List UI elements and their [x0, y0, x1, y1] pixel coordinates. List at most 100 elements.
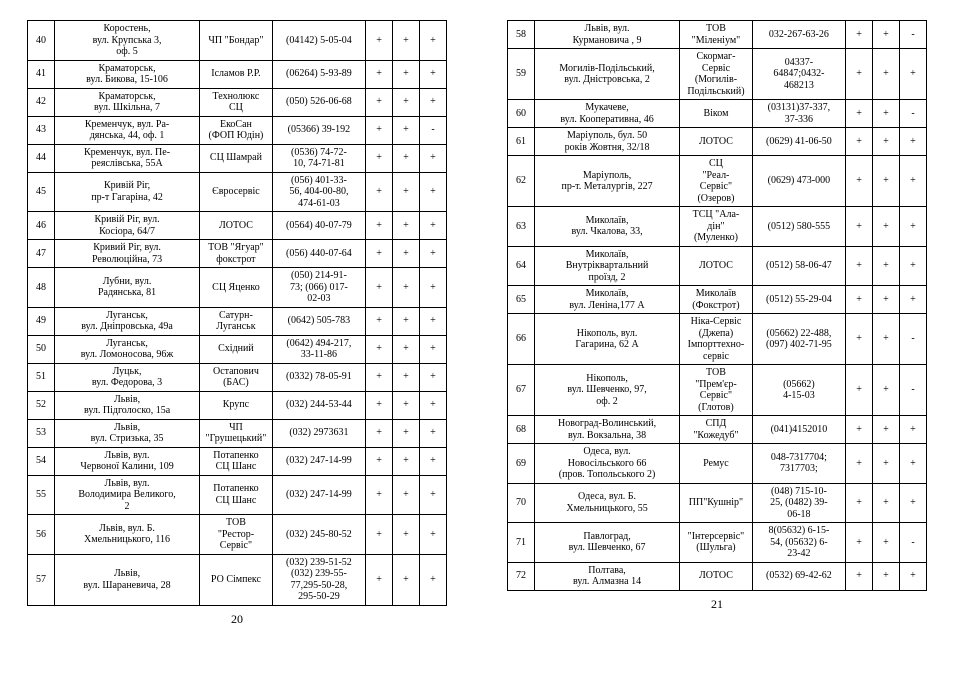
cell-mark: + [393, 116, 420, 144]
cell-phone: (06264) 5-93-89 [272, 60, 365, 88]
cell-mark: + [873, 21, 900, 49]
cell-phone: (032) 245-80-52 [272, 515, 365, 555]
cell-mark: + [393, 554, 420, 605]
cell-mark: + [899, 444, 926, 484]
cell-firm: ЛОТОС [680, 128, 753, 156]
cell-mark: + [873, 156, 900, 207]
cell-mark: + [393, 268, 420, 308]
cell-mark: + [419, 475, 446, 515]
cell-mark: + [846, 562, 873, 590]
cell-phone: (032) 2973631 [272, 419, 365, 447]
cell-mark: + [899, 49, 926, 100]
table-row: 56Львів, вул. Б.Хмельницького, 116ТОВ"Ре… [28, 515, 447, 555]
cell-firm: Східний [200, 335, 273, 363]
cell-firm: ЛОТОС [680, 562, 753, 590]
table-row: 63Миколаїв,вул. Чкалова, 33,ТСЦ "Ала-дін… [508, 207, 927, 247]
cell-mark: + [873, 49, 900, 100]
cell-firm: ТОВ"Прем'єр-Сервіс"(Глотов) [680, 365, 753, 416]
cell-num: 58 [508, 21, 535, 49]
cell-mark: + [873, 444, 900, 484]
cell-mark: + [846, 100, 873, 128]
cell-address: Львів,вул. Підголоско, 15а [54, 391, 199, 419]
cell-mark: + [419, 363, 446, 391]
cell-mark: + [393, 419, 420, 447]
cell-address: Львів,вул. Стризька, 35 [54, 419, 199, 447]
cell-phone: 032-267-63-26 [752, 21, 845, 49]
cell-phone: (0629) 41-06-50 [752, 128, 845, 156]
cell-num: 65 [508, 286, 535, 314]
cell-mark: + [366, 116, 393, 144]
cell-firm: ПП"Кушнір" [680, 483, 753, 523]
cell-mark: + [419, 268, 446, 308]
cell-mark: + [419, 391, 446, 419]
cell-mark: + [366, 419, 393, 447]
cell-mark: + [873, 416, 900, 444]
cell-phone: (056) 440-07-64 [272, 240, 365, 268]
cell-phone: (032) 244-53-44 [272, 391, 365, 419]
cell-phone: (0332) 78-05-91 [272, 363, 365, 391]
cell-mark: + [366, 515, 393, 555]
cell-address: Нікополь,вул. Шевченко, 97,оф. 2 [534, 365, 679, 416]
cell-mark: + [873, 246, 900, 286]
cell-num: 48 [28, 268, 55, 308]
cell-phone: (032) 247-14-99 [272, 447, 365, 475]
table-row: 65Миколаїв,вул. Леніна,177 АМиколаїв(Фок… [508, 286, 927, 314]
cell-mark: + [873, 314, 900, 365]
table-row: 50Луганськ,вул. Ломоносова, 96жСхідний(0… [28, 335, 447, 363]
cell-phone: (05662)4-15-03 [752, 365, 845, 416]
cell-mark: + [393, 172, 420, 212]
cell-num: 63 [508, 207, 535, 247]
cell-mark: + [419, 172, 446, 212]
cell-firm: Остапович(БАС) [200, 363, 273, 391]
cell-firm: Скормаг-Сервіс(Могилів-Подільський) [680, 49, 753, 100]
cell-phone: (048) 715-10-25, (0482) 39-06-18 [752, 483, 845, 523]
table-row: 64Миколаїв,Внутріквартальнийпроїзд, 2ЛОТ… [508, 246, 927, 286]
cell-num: 41 [28, 60, 55, 88]
cell-address: Полтава,вул. Алмазна 14 [534, 562, 679, 590]
cell-mark: + [873, 523, 900, 563]
cell-phone: (0642) 505-783 [272, 307, 365, 335]
cell-mark: + [419, 447, 446, 475]
cell-mark: + [393, 21, 420, 61]
cell-mark: + [899, 128, 926, 156]
cell-address: Луганськ,вул. Ломоносова, 96ж [54, 335, 199, 363]
cell-phone: (032) 247-14-99 [272, 475, 365, 515]
cell-num: 69 [508, 444, 535, 484]
cell-address: Маріуполь, бул. 50років Жовтня, 32/18 [534, 128, 679, 156]
cell-address: Луганськ,вул. Дніпровська, 49а [54, 307, 199, 335]
cell-num: 72 [508, 562, 535, 590]
cell-firm: ЕкоСан(ФОП Юдін) [200, 116, 273, 144]
cell-mark: + [393, 335, 420, 363]
cell-firm: Ісламов Р.Р. [200, 60, 273, 88]
cell-mark: + [846, 416, 873, 444]
cell-firm: ПотапенкоСЦ Шанс [200, 447, 273, 475]
cell-mark: + [393, 88, 420, 116]
cell-mark: + [846, 128, 873, 156]
cell-address: Миколаїв,Внутріквартальнийпроїзд, 2 [534, 246, 679, 286]
cell-firm: Сатурн-Луганськ [200, 307, 273, 335]
cell-phone: (0642) 494-217,33-11-86 [272, 335, 365, 363]
cell-num: 43 [28, 116, 55, 144]
cell-num: 45 [28, 172, 55, 212]
cell-mark: + [366, 240, 393, 268]
cell-phone: (0512) 580-555 [752, 207, 845, 247]
cell-mark: + [846, 246, 873, 286]
cell-firm: ТОВ"Рестор-Сервіс" [200, 515, 273, 555]
cell-mark: + [873, 128, 900, 156]
cell-mark: + [846, 444, 873, 484]
table-row: 48Лубни, вул.Радянська, 81СЦ Яценко(050)… [28, 268, 447, 308]
cell-mark: - [899, 365, 926, 416]
cell-address: Могилів-Подільський,вул. Дністровська, 2 [534, 49, 679, 100]
cell-mark: + [366, 144, 393, 172]
table-row: 46Кривій Ріг, вул.Косіора, 64/7ЛОТОС(056… [28, 212, 447, 240]
cell-address: Кременчук, вул. Пе-реяслівська, 55А [54, 144, 199, 172]
cell-num: 70 [508, 483, 535, 523]
cell-num: 68 [508, 416, 535, 444]
cell-firm: Ремус [680, 444, 753, 484]
table-row: 72Полтава,вул. Алмазна 14ЛОТОС(0532) 69-… [508, 562, 927, 590]
cell-firm: Крупс [200, 391, 273, 419]
cell-mark: + [846, 49, 873, 100]
cell-mark: + [366, 335, 393, 363]
table-row: 45Кривій Ріг,пр-т Гагаріна, 42Євросервіс… [28, 172, 447, 212]
cell-firm: ТСЦ "Ала-дін"(Муленко) [680, 207, 753, 247]
